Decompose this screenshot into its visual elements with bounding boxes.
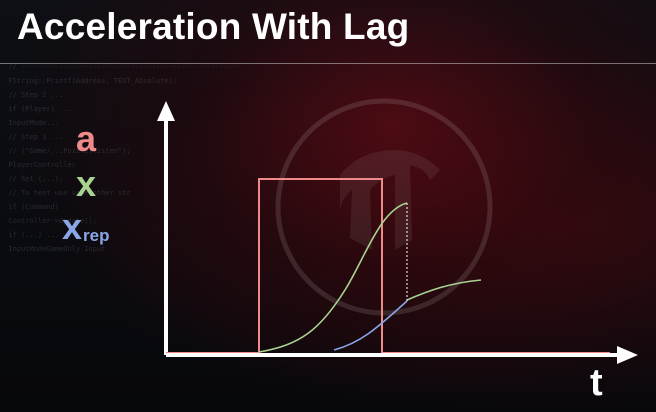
legend-xrep-main: x — [62, 206, 83, 247]
legend-position-label: x — [76, 163, 97, 204]
position-curve-tail — [406, 279, 482, 301]
slide-title: Acceleration With Lag — [17, 6, 410, 47]
acceleration-pulse — [166, 178, 610, 354]
x-axis-arrowhead — [617, 346, 638, 364]
engine-logo-glyph — [340, 150, 440, 250]
position-curve — [258, 202, 408, 353]
legend-acceleration-label: a — [76, 118, 97, 159]
replicated-position-curve — [333, 300, 408, 351]
background-code-texture: // -------------------------------------… — [0, 63, 241, 253]
legend-xrep-subscript: rep — [83, 226, 110, 245]
engine-logo-ring — [275, 98, 493, 316]
title-divider — [0, 63, 656, 64]
legend-replicated-position-label: xrep — [62, 206, 110, 248]
y-axis-arrowhead — [157, 101, 175, 121]
x-axis-time-label: t — [590, 362, 603, 404]
